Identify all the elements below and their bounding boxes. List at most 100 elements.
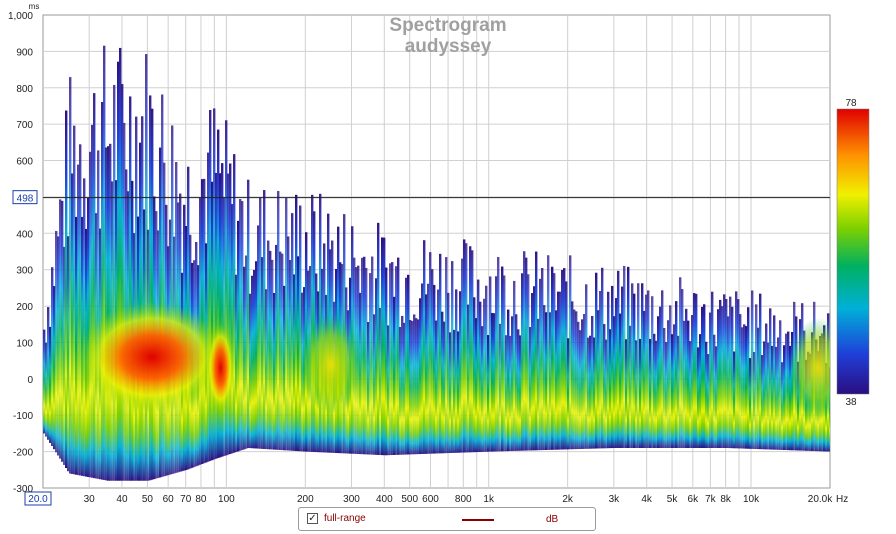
- spectro-streak: [383, 237, 386, 456]
- spectro-streak: [561, 269, 564, 450]
- spectro-streak: [469, 246, 472, 453]
- spectro-streak: [113, 84, 116, 481]
- x-start-label[interactable]: 20.0: [24, 491, 52, 506]
- spectro-streak: [511, 316, 514, 451]
- spectro-streak: [737, 299, 740, 449]
- spectro-streak: [457, 331, 460, 453]
- spectro-streak: [659, 306, 662, 448]
- spectro-streak: [667, 320, 670, 448]
- x-tick-label: 200: [297, 494, 314, 505]
- spectro-streak: [449, 332, 452, 453]
- spectro-streak: [121, 84, 124, 481]
- spectro-streak: [757, 327, 760, 450]
- spectro-streak: [721, 306, 724, 448]
- spectro-streak: [497, 257, 500, 452]
- spectro-streak: [767, 342, 770, 450]
- spectro-streak: [769, 308, 772, 450]
- spectro-streak: [473, 297, 476, 453]
- spectro-streak: [257, 225, 260, 449]
- spectro-streak: [299, 205, 302, 452]
- spectro-streak: [507, 309, 510, 452]
- x-tick-label: 30: [84, 494, 96, 505]
- spectro-streak: [373, 314, 376, 455]
- spectro-streak: [287, 236, 290, 451]
- spectro-streak: [539, 278, 542, 451]
- spectro-streak: [621, 286, 624, 448]
- spectro-streak: [393, 296, 396, 455]
- spectro-streak: [209, 110, 212, 461]
- spectro-streak: [581, 319, 584, 449]
- spectro-streak: [641, 283, 644, 448]
- spectro-streak: [289, 259, 292, 451]
- hot-region: [76, 302, 227, 413]
- spectro-streak: [765, 323, 768, 450]
- spectro-streak: [557, 291, 560, 450]
- spectro-streak: [565, 281, 568, 450]
- spectro-streak: [505, 335, 508, 452]
- spectro-streak: [779, 320, 782, 450]
- spectro-streak: [521, 273, 524, 451]
- spectro-streak: [255, 261, 258, 449]
- spectro-streak: [579, 330, 582, 449]
- spectro-streak: [91, 124, 94, 478]
- spectro-streak: [487, 335, 490, 452]
- spectro-streak: [273, 293, 276, 450]
- y-tick-label: 200: [16, 302, 33, 313]
- x-tick-label: 4k: [641, 494, 653, 505]
- spectro-streak: [251, 275, 254, 449]
- x-tick-label: 40: [116, 494, 128, 505]
- y-tick-label: 400: [16, 229, 33, 240]
- spectro-streak: [391, 262, 394, 456]
- spectrogram-field: [43, 45, 830, 481]
- spectro-streak: [55, 230, 58, 453]
- hot-region: [300, 314, 361, 415]
- spectro-streak: [523, 251, 526, 451]
- spectro-streak: [83, 178, 86, 477]
- spectro-streak: [233, 154, 236, 453]
- spectro-streak: [277, 190, 280, 450]
- spectro-streak: [253, 269, 256, 449]
- spectro-streak: [433, 284, 436, 454]
- spectro-streak: [613, 316, 616, 449]
- spectro-streak: [413, 314, 416, 455]
- spectro-streak: [207, 152, 210, 462]
- spectro-streak: [213, 108, 216, 460]
- spectro-streak: [365, 267, 368, 455]
- spectro-streak: [571, 301, 574, 450]
- legend-checkbox[interactable]: ✓: [307, 513, 318, 524]
- spectro-streak: [459, 291, 462, 453]
- svg-text:20.0: 20.0: [28, 494, 48, 505]
- spectro-streak: [715, 346, 718, 448]
- spectro-streak: [623, 265, 626, 448]
- spectro-streak: [239, 199, 242, 451]
- spectro-streak: [777, 337, 780, 450]
- cursor-label[interactable]: 498: [12, 190, 38, 205]
- spectro-streak: [519, 335, 522, 451]
- spectro-streak: [705, 341, 708, 448]
- x-tick-label: 7k: [705, 494, 717, 505]
- spectro-streak: [781, 362, 784, 450]
- spectro-streak: [397, 257, 400, 455]
- spectro-streak: [661, 290, 664, 448]
- spectro-streak: [509, 335, 512, 452]
- spectro-streak: [677, 335, 680, 448]
- spectro-streak: [61, 200, 64, 462]
- spectro-streak: [585, 284, 588, 449]
- spectro-streak: [619, 313, 622, 448]
- x-tick-label: 80: [195, 494, 207, 505]
- spectro-streak: [387, 325, 390, 456]
- spectro-streak: [225, 120, 228, 456]
- spectro-streak: [477, 279, 480, 453]
- spectro-streak: [265, 289, 268, 450]
- spectro-streak: [669, 305, 672, 448]
- spectro-streak: [45, 342, 48, 437]
- spectro-streak: [423, 240, 426, 454]
- spectro-streak: [149, 95, 152, 481]
- y-tick-label: -300: [13, 484, 33, 495]
- legend-panel: ✓ full-range dB: [298, 507, 596, 531]
- spectro-streak: [699, 334, 702, 448]
- spectro-streak: [405, 277, 408, 455]
- x-tick-label: 2k: [562, 494, 574, 505]
- x-tick-label: 3k: [609, 494, 621, 505]
- spectro-streak: [649, 338, 652, 448]
